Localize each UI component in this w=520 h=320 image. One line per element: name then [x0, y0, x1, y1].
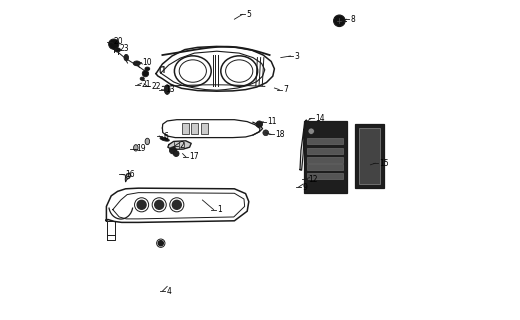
Circle shape — [172, 200, 181, 209]
Ellipse shape — [134, 145, 138, 151]
Ellipse shape — [124, 54, 128, 61]
Circle shape — [155, 200, 164, 209]
Bar — [307, 164, 343, 170]
Text: 16: 16 — [126, 170, 135, 179]
FancyBboxPatch shape — [355, 124, 384, 188]
Text: 1: 1 — [217, 205, 222, 214]
Text: 4: 4 — [166, 287, 171, 296]
Text: 22: 22 — [151, 82, 161, 91]
Circle shape — [158, 241, 163, 246]
Circle shape — [334, 15, 345, 27]
Text: 21: 21 — [141, 80, 151, 89]
Text: 18: 18 — [275, 130, 284, 139]
Text: 6: 6 — [163, 132, 168, 140]
Text: 19: 19 — [136, 144, 146, 153]
Text: 14: 14 — [315, 114, 324, 123]
Circle shape — [170, 147, 176, 154]
Text: 9: 9 — [302, 183, 307, 192]
Ellipse shape — [160, 137, 170, 141]
Text: 5: 5 — [246, 10, 251, 19]
Ellipse shape — [115, 48, 121, 52]
Circle shape — [263, 130, 269, 136]
Text: 13: 13 — [165, 85, 175, 94]
Bar — [191, 123, 198, 134]
Text: 3: 3 — [294, 52, 299, 60]
Ellipse shape — [145, 138, 150, 145]
Bar — [359, 128, 380, 184]
Ellipse shape — [164, 85, 170, 94]
Circle shape — [137, 200, 146, 209]
Polygon shape — [126, 173, 131, 179]
Circle shape — [173, 151, 179, 156]
Bar — [307, 148, 343, 154]
Text: 23: 23 — [119, 44, 129, 53]
Bar — [201, 123, 208, 134]
Text: 8: 8 — [350, 15, 355, 24]
Bar — [181, 123, 189, 134]
Ellipse shape — [133, 61, 140, 66]
Text: 17: 17 — [190, 152, 199, 161]
Text: 20: 20 — [113, 37, 123, 46]
FancyBboxPatch shape — [304, 121, 347, 193]
Circle shape — [109, 39, 119, 49]
Text: 2: 2 — [179, 141, 184, 150]
Ellipse shape — [145, 67, 150, 71]
Bar — [307, 138, 343, 144]
Circle shape — [308, 128, 315, 134]
Text: 11: 11 — [267, 117, 277, 126]
Bar — [307, 173, 343, 179]
Ellipse shape — [140, 77, 145, 80]
Polygon shape — [168, 141, 191, 149]
Text: 7: 7 — [283, 85, 288, 94]
Text: 15: 15 — [379, 159, 388, 168]
Text: 10: 10 — [142, 58, 152, 67]
Circle shape — [256, 121, 263, 127]
Bar — [307, 157, 343, 163]
Circle shape — [142, 70, 149, 77]
Text: 12: 12 — [309, 175, 318, 184]
